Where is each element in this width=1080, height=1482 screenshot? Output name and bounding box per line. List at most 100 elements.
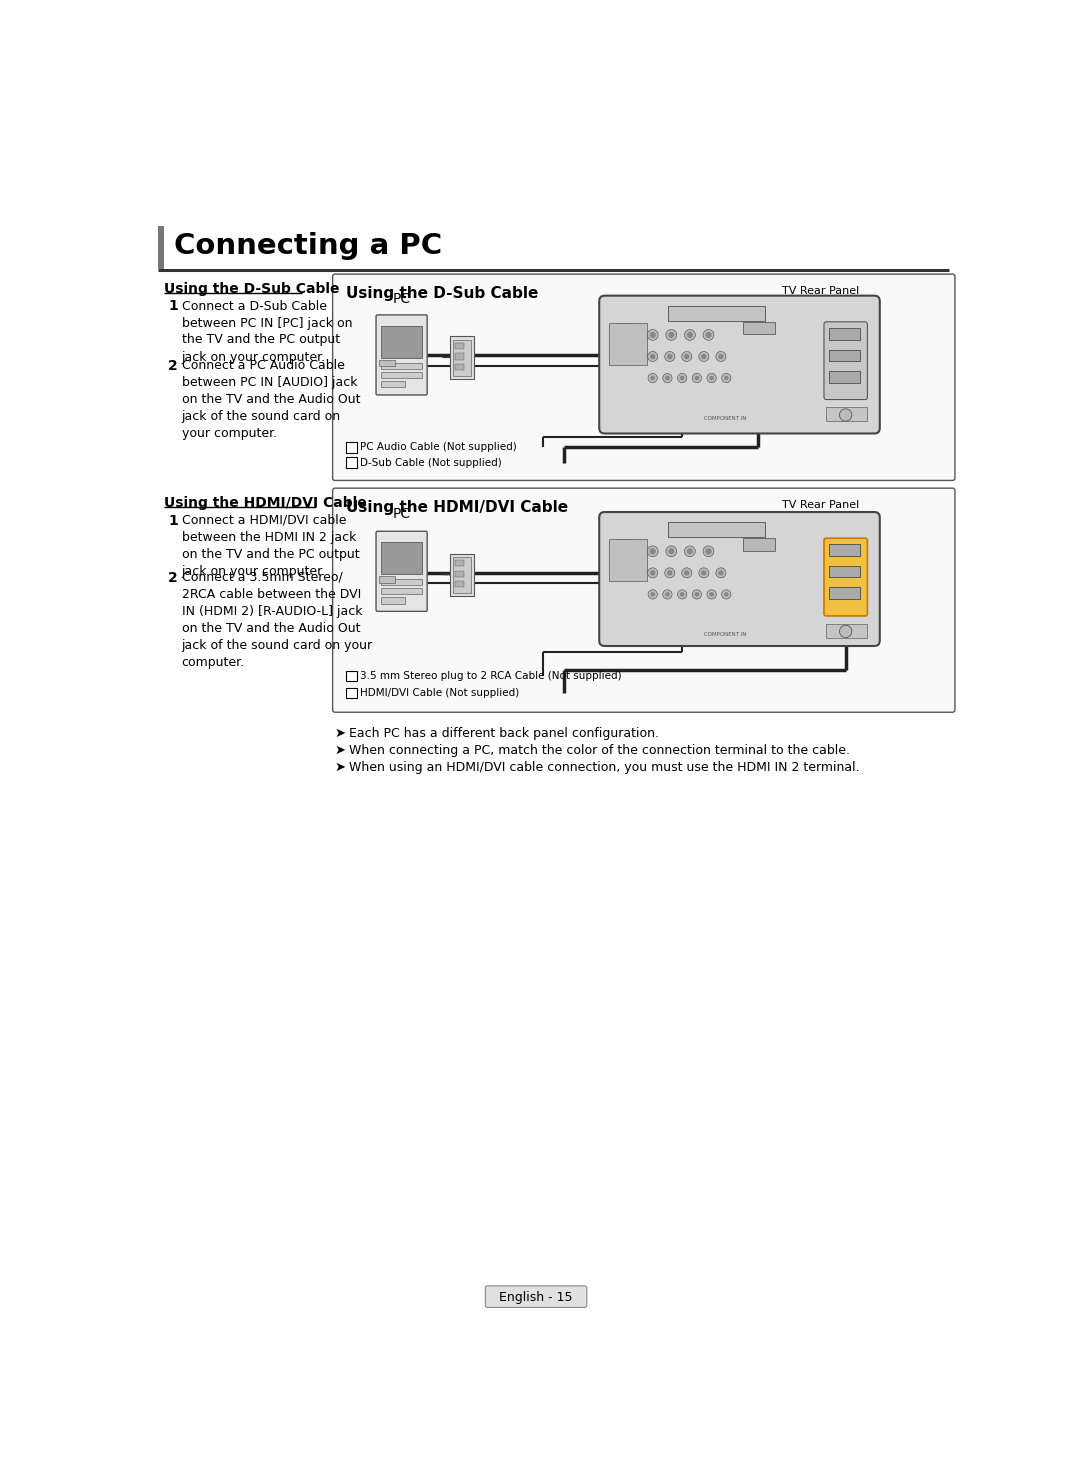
Bar [455, 365, 464, 370]
Text: Connect a 3.5mm Stereo/
2RCA cable between the DVI
IN (HDMI 2) [R-AUDIO-L] jack
: Connect a 3.5mm Stereo/ 2RCA cable betwe… [181, 571, 373, 668]
Circle shape [694, 593, 699, 597]
Circle shape [650, 593, 656, 597]
Circle shape [663, 373, 672, 382]
Circle shape [649, 548, 656, 554]
Circle shape [681, 568, 692, 578]
Text: PC IN: PC IN [704, 308, 728, 317]
Bar [455, 581, 464, 587]
FancyBboxPatch shape [824, 322, 867, 400]
Text: 1: 1 [349, 458, 354, 467]
Bar [381, 579, 422, 585]
Text: TV Rear Panel: TV Rear Panel [782, 501, 860, 510]
Circle shape [663, 590, 672, 599]
Text: When connecting a PC, match the color of the connection terminal to the cable.: When connecting a PC, match the color of… [349, 744, 850, 757]
Circle shape [705, 332, 712, 338]
FancyBboxPatch shape [333, 274, 955, 480]
Bar [381, 542, 422, 575]
Bar [455, 560, 464, 566]
Bar [346, 671, 356, 682]
Bar [453, 339, 471, 376]
Text: 3.5 mm Stereo plug to 2 RCA Cable (Not supplied): 3.5 mm Stereo plug to 2 RCA Cable (Not s… [360, 671, 621, 682]
Bar [379, 360, 394, 366]
Text: ➤: ➤ [335, 760, 346, 774]
Bar [381, 326, 422, 359]
Circle shape [724, 593, 729, 597]
Circle shape [687, 332, 693, 338]
FancyBboxPatch shape [485, 1286, 586, 1307]
Circle shape [718, 571, 724, 575]
Text: PC IN: PC IN [704, 525, 728, 534]
Bar [743, 538, 775, 550]
Text: TV Rear Panel: TV Rear Panel [782, 286, 860, 296]
Text: 2: 2 [168, 359, 178, 373]
FancyBboxPatch shape [333, 488, 955, 713]
Text: HDMI IN: HDMI IN [833, 560, 859, 565]
Bar [455, 571, 464, 576]
Bar [743, 322, 775, 333]
Bar [829, 544, 861, 556]
Circle shape [721, 373, 731, 382]
Bar [346, 442, 356, 452]
Bar [449, 336, 474, 379]
Circle shape [692, 373, 702, 382]
Bar [609, 323, 647, 365]
Bar [379, 576, 394, 582]
Circle shape [648, 568, 658, 578]
Text: DIGITAL
AUDIO
OUT
(OPTICAL): DIGITAL AUDIO OUT (OPTICAL) [616, 323, 640, 347]
Bar [829, 566, 861, 578]
Bar [455, 353, 464, 360]
Text: Connect a PC Audio Cable
between PC IN [AUDIO] jack
on the TV and the Audio Out
: Connect a PC Audio Cable between PC IN [… [181, 359, 360, 440]
Circle shape [685, 329, 696, 341]
FancyBboxPatch shape [599, 511, 880, 646]
Circle shape [648, 590, 658, 599]
Text: 1: 1 [168, 514, 178, 528]
Text: 1: 1 [349, 689, 354, 698]
Text: Connect a HDMI/DVI cable
between the HDMI IN 2 jack
on the TV and the PC output
: Connect a HDMI/DVI cable between the HDM… [181, 514, 360, 578]
Text: Using the HDMI/DVI Cable: Using the HDMI/DVI Cable [346, 501, 568, 516]
Circle shape [692, 590, 702, 599]
Bar [449, 554, 474, 596]
Circle shape [664, 351, 675, 362]
Bar [829, 350, 861, 362]
Circle shape [666, 545, 677, 557]
Bar [455, 342, 464, 348]
Circle shape [669, 548, 674, 554]
Text: DVI: DVI [754, 542, 764, 547]
Circle shape [649, 332, 656, 338]
Text: DIGITAL
AUDIO
OUT
(OPTICAL): DIGITAL AUDIO OUT (OPTICAL) [616, 539, 640, 563]
Circle shape [679, 593, 685, 597]
Text: PC: PC [748, 308, 755, 313]
Text: AUDIO: AUDIO [676, 525, 694, 529]
Circle shape [710, 593, 714, 597]
Circle shape [705, 548, 712, 554]
Circle shape [701, 571, 706, 575]
Circle shape [664, 568, 675, 578]
FancyBboxPatch shape [599, 295, 880, 433]
Text: English - 15: English - 15 [499, 1291, 572, 1304]
Circle shape [684, 354, 689, 359]
Circle shape [716, 351, 726, 362]
Circle shape [647, 545, 658, 557]
Circle shape [648, 373, 658, 382]
Text: ➤: ➤ [335, 726, 346, 740]
Circle shape [699, 568, 708, 578]
Circle shape [679, 376, 685, 381]
Bar [669, 522, 765, 538]
Bar [826, 408, 866, 421]
Circle shape [694, 376, 699, 381]
Bar [453, 557, 471, 593]
Bar [381, 588, 422, 594]
Circle shape [648, 351, 658, 362]
Text: SERVICE: SERVICE [836, 628, 856, 633]
Bar [829, 328, 861, 339]
Circle shape [650, 571, 656, 575]
Text: 2: 2 [168, 571, 178, 584]
Circle shape [687, 548, 693, 554]
Circle shape [677, 373, 687, 382]
Bar [381, 372, 422, 378]
Text: Each PC has a different back panel configuration.: Each PC has a different back panel confi… [349, 726, 659, 740]
Circle shape [724, 376, 729, 381]
Text: ➤: ➤ [335, 744, 346, 757]
Circle shape [685, 545, 696, 557]
Circle shape [647, 329, 658, 341]
